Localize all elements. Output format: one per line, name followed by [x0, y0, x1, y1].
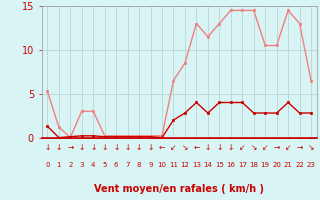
Text: ←: ← [159, 143, 165, 152]
Text: 4: 4 [91, 162, 95, 168]
Text: 12: 12 [180, 162, 189, 168]
Text: 17: 17 [238, 162, 247, 168]
Text: 21: 21 [284, 162, 292, 168]
Text: ↓: ↓ [205, 143, 211, 152]
Text: 19: 19 [261, 162, 270, 168]
Text: ↓: ↓ [90, 143, 96, 152]
Text: 6: 6 [114, 162, 118, 168]
Text: 22: 22 [295, 162, 304, 168]
Text: ↘: ↘ [251, 143, 257, 152]
Text: 18: 18 [249, 162, 258, 168]
Text: 23: 23 [307, 162, 316, 168]
Text: →: → [274, 143, 280, 152]
Text: 16: 16 [226, 162, 235, 168]
Text: →: → [67, 143, 74, 152]
Text: 14: 14 [204, 162, 212, 168]
Text: 7: 7 [125, 162, 130, 168]
Text: 1: 1 [57, 162, 61, 168]
Text: 20: 20 [272, 162, 281, 168]
Text: 13: 13 [192, 162, 201, 168]
Text: 5: 5 [102, 162, 107, 168]
Text: ↘: ↘ [182, 143, 188, 152]
Text: ←: ← [193, 143, 200, 152]
Text: 11: 11 [169, 162, 178, 168]
Text: 0: 0 [45, 162, 50, 168]
Text: 10: 10 [157, 162, 166, 168]
Text: Vent moyen/en rafales ( km/h ): Vent moyen/en rafales ( km/h ) [94, 184, 264, 194]
Text: ↓: ↓ [216, 143, 222, 152]
Text: ↓: ↓ [44, 143, 51, 152]
Text: 9: 9 [148, 162, 153, 168]
Text: ↓: ↓ [136, 143, 142, 152]
Text: ↓: ↓ [124, 143, 131, 152]
Text: ↓: ↓ [56, 143, 62, 152]
Text: ↓: ↓ [228, 143, 234, 152]
Text: ↙: ↙ [285, 143, 291, 152]
Text: ↓: ↓ [78, 143, 85, 152]
Text: 15: 15 [215, 162, 224, 168]
Text: ↙: ↙ [170, 143, 177, 152]
Text: 8: 8 [137, 162, 141, 168]
Text: ↘: ↘ [308, 143, 314, 152]
Text: 3: 3 [79, 162, 84, 168]
Text: ↓: ↓ [113, 143, 119, 152]
Text: →: → [296, 143, 303, 152]
Text: ↓: ↓ [101, 143, 108, 152]
Text: ↙: ↙ [239, 143, 245, 152]
Text: 2: 2 [68, 162, 72, 168]
Text: ↙: ↙ [262, 143, 268, 152]
Text: ↓: ↓ [147, 143, 154, 152]
